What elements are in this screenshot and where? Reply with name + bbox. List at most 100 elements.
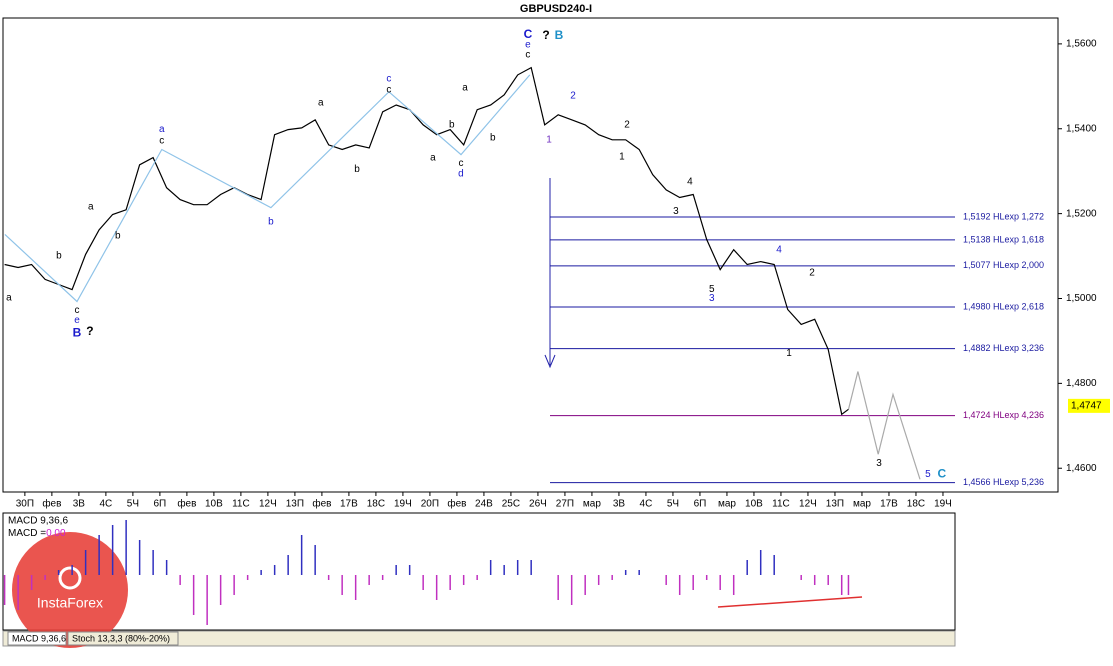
wave-label: C [938,466,947,480]
x-tick-label: 4С [640,499,653,510]
wave-label: e [525,39,531,50]
wave-label: b [268,216,274,227]
x-tick-label: 5Ч [127,499,139,510]
level-label: 1,5138 HLexp 1,618 [963,234,1044,244]
x-tick-label: 11С [772,499,790,510]
y-tick-label: 1,5400 [1066,123,1097,134]
wave-label: b [115,230,121,241]
wave-label: ? [86,324,93,338]
wave-label: b [449,120,455,131]
price-line [4,66,849,416]
x-tick-label: 5Ч [667,499,679,510]
price-frame [2,17,1059,493]
last-price-label: 1,4747 [1071,400,1102,411]
wave-label: 3 [673,206,679,217]
tab-label: MACD 9,36,6 [12,633,66,643]
x-tick-label: 18С [367,499,385,510]
x-tick-label: 26Ч [529,499,547,510]
x-tick-label: 12Ч [799,499,817,510]
x-tick-label: 11С [232,499,250,510]
x-tick-label: 13П [826,499,844,510]
tab [7,631,67,646]
x-tick-label: мар [718,499,736,510]
wave-label: b [56,250,62,261]
x-tick-label: мар [853,499,871,510]
x-tick-label: 6П [154,499,167,510]
macd-value-label: 0.00 [46,528,66,539]
wave-label: c [74,305,79,316]
last-price-box [1068,398,1110,413]
x-tick-label: 10В [205,499,223,510]
x-tick-label: 19Ч [934,499,952,510]
wave-label: 3 [876,458,882,469]
x-tick-label: 17В [340,499,358,510]
wave-label: a [6,292,12,303]
x-tick-label: 25С [502,499,520,510]
y-tick-label: 1,4600 [1066,463,1097,474]
wave-label: 4 [687,176,693,187]
tab-label: Stoch 13,3,3 (80%-20%) [72,633,170,643]
level-label: 1,5192 HLexp 1,272 [963,211,1044,221]
price-line [4,74,531,303]
wave-label: 1 [619,151,625,162]
wave-label: d [458,168,464,179]
y-tick-label: 1,5600 [1066,39,1097,50]
wave-label: a [430,152,436,163]
x-tick-label: 4С [99,499,112,510]
wave-label: 5 [709,284,715,295]
wave-label: a [159,124,165,135]
wave-label: 3 [709,293,715,304]
macd-trendline [717,596,863,608]
arrow-head [544,354,556,369]
y-tick-label: 1,5000 [1066,293,1097,304]
logo: InstaForex [12,532,128,648]
macd-frame [2,512,956,631]
wave-label: b [490,132,496,143]
x-tick-label: 20П [421,499,439,510]
wave-label: 2 [570,90,576,101]
x-tick-label: фев [42,498,61,510]
tab-bar [2,630,956,647]
x-tick-label: 3В [613,499,626,510]
x-tick-label: 10В [745,499,763,510]
x-tick-label: фев [312,498,331,510]
wave-label: 4 [776,244,782,255]
x-tick-label: 18С [907,499,925,510]
x-tick-label: 19Ч [394,499,412,510]
x-tick-label: 3В [73,499,86,510]
wave-label: c [386,73,391,84]
x-tick-label: фев [177,498,196,510]
x-tick-label: 17В [880,499,898,510]
level-label: 1,4980 HLexp 2,618 [963,301,1044,311]
macd-value-name: MACD = [8,528,46,539]
level-label: 1,4882 HLexp 3,236 [963,343,1044,353]
wave-label: b [354,164,360,175]
wave-label: c [525,50,530,61]
wave-label: a [88,201,94,212]
wave-label: a [462,83,468,94]
x-tick-label: 12Ч [259,499,277,510]
wave-label: 5 [925,469,931,480]
macd-title: MACD 9,36,6 [8,516,68,527]
x-tick-label: 27П [556,499,574,510]
x-tick-label: мар [583,499,601,510]
level-label: 1,4566 HLexp 5,236 [963,477,1044,487]
wave-label: ? [542,28,549,42]
x-tick-label: 6П [694,499,707,510]
wave-label: c [159,135,164,146]
x-tick-label: 13П [286,499,304,510]
y-tick-label: 1,5200 [1066,208,1097,219]
wave-label: 1 [546,134,552,145]
x-tick-label: фев [447,498,466,510]
y-tick-label: 1,4800 [1066,378,1097,389]
wave-label: c [386,84,391,95]
level-label: 1,4724 HLexp 4,236 [963,410,1044,420]
wave-label: C [524,27,533,41]
wave-label: e [74,315,80,326]
x-tick-label: 30П [16,499,34,510]
macd-value: MACD =0.00 [8,528,66,539]
wave-label: 2 [809,267,815,278]
logo-text: InstaForex [37,595,103,611]
wave-label: B [555,28,564,42]
